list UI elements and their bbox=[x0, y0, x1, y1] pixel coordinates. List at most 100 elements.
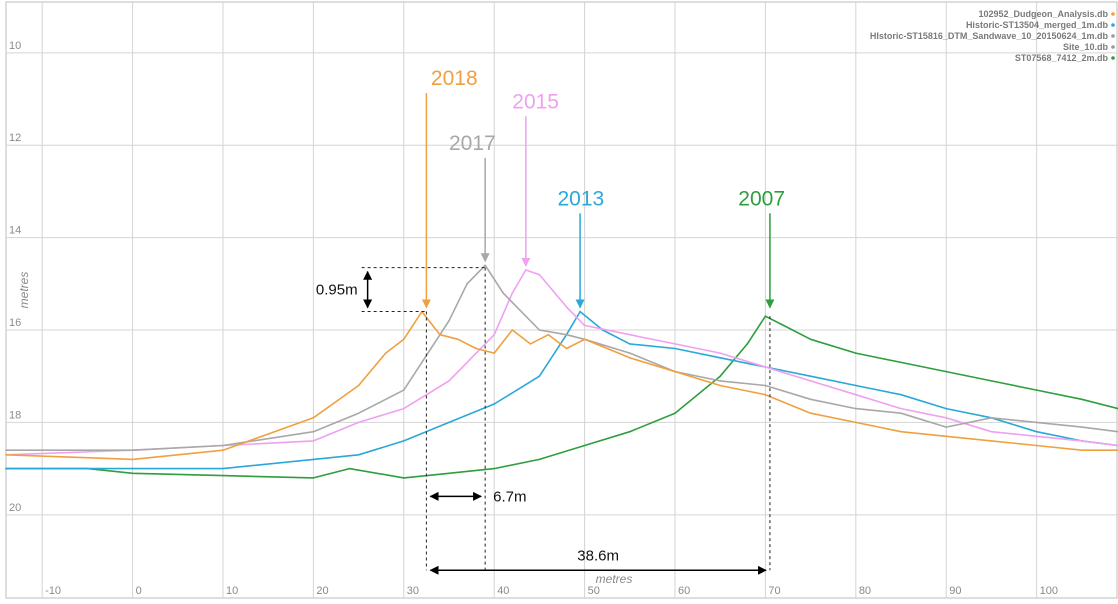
series-point bbox=[990, 430, 993, 433]
series-point bbox=[312, 440, 315, 442]
series-point bbox=[579, 310, 581, 313]
series-point bbox=[782, 324, 785, 327]
series-point bbox=[900, 361, 902, 364]
series-point bbox=[855, 421, 857, 424]
series-point bbox=[764, 366, 767, 368]
series-point bbox=[448, 319, 450, 322]
x-tick-label: -10 bbox=[45, 585, 61, 597]
legend-swatch bbox=[1111, 56, 1115, 60]
year-label: 2013 bbox=[557, 187, 604, 210]
series-point bbox=[5, 453, 7, 456]
series-point bbox=[357, 384, 360, 387]
series-point bbox=[348, 467, 351, 470]
x-tick-label: 40 bbox=[497, 585, 509, 597]
x-tick-label: 60 bbox=[678, 585, 690, 597]
series-point bbox=[402, 440, 405, 442]
series-point bbox=[131, 449, 134, 451]
series-point bbox=[945, 370, 948, 373]
y-tick-label: 10 bbox=[9, 40, 21, 52]
measure-label: 38.6m bbox=[577, 547, 619, 564]
x-tick-label: 70 bbox=[768, 585, 780, 597]
series-point bbox=[583, 338, 586, 341]
series-point bbox=[583, 324, 586, 327]
series-point bbox=[674, 347, 676, 350]
series-point bbox=[809, 412, 812, 414]
series-point bbox=[131, 467, 134, 470]
series-point bbox=[565, 347, 568, 350]
series-point bbox=[855, 384, 857, 387]
series-point bbox=[525, 269, 527, 271]
series-point bbox=[900, 393, 902, 396]
series-point bbox=[448, 472, 450, 475]
x-tick-label: 10 bbox=[226, 585, 238, 597]
series-point bbox=[222, 467, 224, 470]
series-point bbox=[674, 412, 676, 414]
series-point bbox=[1081, 426, 1083, 428]
legend-entry-label: Historic-ST13504_merged_1m.db bbox=[966, 20, 1109, 30]
series-point bbox=[809, 375, 812, 378]
series-point bbox=[809, 380, 812, 382]
series-point bbox=[1081, 398, 1083, 401]
legend-entry-label: Site_10.db bbox=[1063, 42, 1109, 52]
series-point bbox=[764, 393, 767, 396]
series-point bbox=[439, 333, 441, 336]
series-point bbox=[809, 398, 812, 401]
series-point bbox=[357, 421, 360, 424]
x-tick-label: 80 bbox=[859, 585, 871, 597]
y-tick-label: 14 bbox=[9, 225, 21, 237]
series-point bbox=[746, 343, 749, 345]
series-point bbox=[357, 412, 360, 414]
legend-swatch bbox=[1111, 34, 1115, 38]
series-point bbox=[1081, 440, 1083, 442]
series-point bbox=[719, 352, 722, 354]
series-point bbox=[538, 273, 541, 276]
series-point bbox=[945, 417, 948, 419]
series-point bbox=[719, 380, 722, 382]
series-point bbox=[855, 352, 857, 354]
series-point bbox=[222, 474, 224, 477]
series-point bbox=[402, 477, 405, 479]
series-point bbox=[131, 472, 134, 475]
series-point bbox=[511, 292, 514, 294]
series-point bbox=[629, 333, 631, 336]
series-point bbox=[493, 467, 495, 470]
series-point bbox=[629, 356, 631, 359]
series-point bbox=[990, 440, 993, 442]
x-tick-label: 50 bbox=[588, 585, 600, 597]
series-line bbox=[6, 310, 1118, 470]
legend-swatch bbox=[1111, 45, 1115, 49]
plot-frame bbox=[5, 1, 1118, 599]
series-point bbox=[312, 430, 315, 433]
series-point bbox=[583, 444, 586, 447]
year-label: 2007 bbox=[738, 187, 785, 210]
series-line bbox=[6, 264, 1118, 452]
legend-entry-label: ST07568_7412_2m.db bbox=[1015, 53, 1109, 63]
series-point bbox=[945, 407, 948, 410]
series-point bbox=[493, 333, 495, 336]
series-point bbox=[511, 329, 514, 331]
series-point bbox=[493, 403, 495, 405]
legend-swatch bbox=[1111, 12, 1115, 16]
series-point bbox=[384, 352, 387, 354]
series-point bbox=[484, 264, 486, 267]
year-label: 2017 bbox=[449, 132, 496, 155]
series-point bbox=[538, 329, 541, 331]
x-tick-label: 30 bbox=[407, 585, 419, 597]
series-point bbox=[629, 352, 631, 354]
series-point bbox=[222, 444, 224, 447]
series-point bbox=[222, 449, 224, 451]
series-point bbox=[945, 435, 948, 438]
series-point bbox=[719, 356, 722, 359]
series-point bbox=[5, 467, 7, 470]
series-point bbox=[855, 393, 857, 396]
legend-entry-label: 102952_Dudgeon_Analysis.db bbox=[978, 9, 1108, 19]
x-tick-label: 0 bbox=[136, 585, 142, 597]
series-point bbox=[629, 430, 631, 433]
series-point bbox=[312, 477, 315, 479]
series-point bbox=[493, 352, 495, 354]
series-point bbox=[529, 343, 532, 345]
legend-swatch bbox=[1111, 23, 1115, 27]
series-point bbox=[402, 407, 405, 410]
y-tick-label: 20 bbox=[9, 502, 21, 514]
